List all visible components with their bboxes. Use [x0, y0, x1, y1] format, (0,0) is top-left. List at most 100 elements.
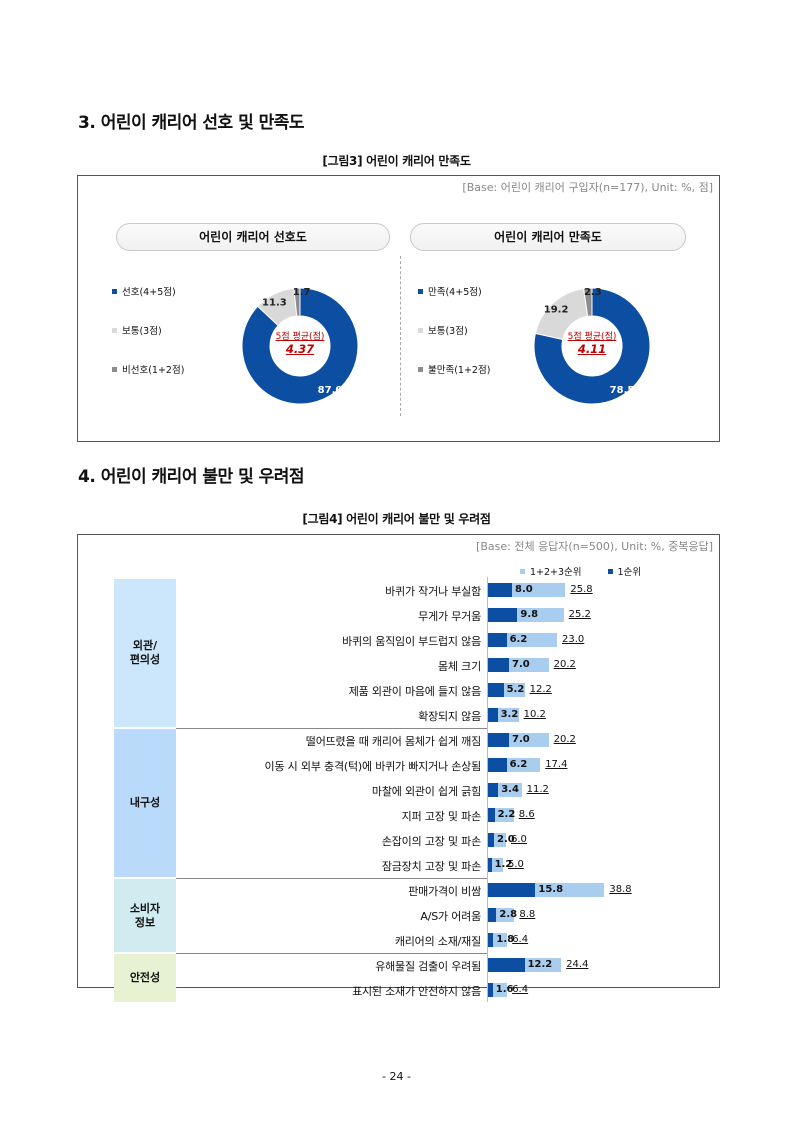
figure-4-caption: [그림4] 어린이 캐리어 불만 및 우려점 — [302, 512, 491, 526]
bar-row-label: 손잡이의 고장 및 파손 — [381, 835, 481, 848]
value-first: 1.6 — [495, 984, 514, 995]
value-first: 7.0 — [512, 734, 530, 745]
bar-row-label: 캐리어의 소재/재질 — [394, 935, 481, 948]
slice-value-label: 2.3 — [584, 287, 602, 298]
value-top3: 25.2 — [568, 609, 591, 620]
value-first: 2.0 — [497, 834, 515, 845]
bar-row-label: 지퍼 고장 및 파손 — [401, 810, 482, 823]
value-top3: 8.6 — [518, 809, 535, 820]
group-divider — [176, 878, 487, 879]
slice-value-label: 11.3 — [262, 298, 287, 309]
bar-row-label: 확장되지 않음 — [418, 710, 481, 723]
avg-value: 4.11 — [577, 342, 607, 356]
value-top3: 8.8 — [519, 909, 536, 920]
bar-top3 — [488, 858, 503, 872]
value-first: 15.8 — [538, 884, 564, 895]
panel-divider — [400, 256, 401, 416]
value-first: 12.2 — [527, 959, 553, 970]
legend-item: 만족(4+5점) — [418, 284, 482, 298]
donut-preference: 87.0 11.3 1.7 — [241, 287, 359, 404]
legend-swatch — [418, 288, 423, 294]
bar-first — [488, 833, 494, 847]
bar-first — [488, 933, 494, 947]
value-top3: 6.4 — [512, 934, 529, 945]
bar-first — [488, 708, 498, 722]
figure-3-caption: [그림3] 어린이 캐리어 만족도 — [322, 154, 471, 168]
legend-item: 보통(3점) — [112, 323, 162, 337]
bar-first — [488, 908, 497, 922]
category-block: 외관/ 편의성 — [114, 579, 176, 727]
bar-first — [488, 633, 507, 647]
slice-value-label: 1.7 — [293, 287, 311, 298]
bar-row-label: 무게가 무거움 — [418, 610, 481, 623]
avg-label: 5점 평균(점) — [275, 332, 325, 342]
legend-item: 1순위 — [607, 564, 642, 578]
slice-value-label: 19.2 — [544, 305, 569, 316]
value-top3: 5.0 — [508, 859, 524, 870]
value-top3: 20.2 — [553, 659, 576, 670]
value-top3: 23.0 — [562, 634, 585, 645]
value-top3: 25.8 — [570, 584, 593, 595]
legend-label: 선호(4+5점) — [122, 287, 176, 298]
legend-label: 비선호(1+2점) — [122, 365, 185, 376]
bar-first — [488, 683, 504, 697]
value-top3: 38.8 — [609, 884, 632, 895]
value-first: 9.8 — [520, 609, 539, 620]
value-top3: 24.4 — [566, 959, 589, 970]
value-first: 7.0 — [512, 659, 530, 670]
base-note: [Base: 전체 응답자(n=500), Unit: %, 중복응답] — [476, 540, 713, 553]
bar-row-label: 바퀴가 작거나 부실함 — [385, 585, 481, 598]
slice-value-label: 87.0 — [318, 385, 343, 396]
value-first: 2.8 — [499, 909, 518, 920]
value-first: 6.2 — [509, 634, 528, 645]
bar-first — [488, 733, 509, 747]
bar-first — [488, 783, 499, 797]
bar-axis — [487, 577, 488, 1002]
value-first: 3.4 — [501, 784, 519, 795]
bar-first — [488, 583, 512, 597]
bar-first — [488, 608, 518, 622]
group-divider — [176, 728, 487, 729]
legend-item: 선호(4+5점) — [112, 284, 176, 298]
bar-row-label: 유해물질 검출이 우려됨 — [375, 960, 481, 973]
legend-label: 1순위 — [617, 567, 642, 578]
pie-slice — [293, 287, 301, 317]
category-block: 안전성 — [114, 954, 176, 1002]
value-first: 5.2 — [506, 684, 525, 695]
legend-item: 1+2+3순위 — [520, 564, 582, 578]
avg-value: 4.37 — [285, 342, 315, 356]
pie-slice — [533, 287, 651, 404]
pie-title-satisfaction: 어린이 캐리어 만족도 — [410, 223, 686, 251]
value-first: 8.0 — [515, 584, 533, 595]
avg-label: 5점 평균(점) — [567, 332, 617, 342]
value-first: 6.2 — [509, 759, 528, 770]
bar-row-label: 떨어뜨렸을 때 캐리어 몸체가 쉽게 깨짐 — [305, 735, 481, 748]
figure-3-box: [Base: 어린이 캐리어 구입자(n=177), Unit: %, 점] 어… — [77, 175, 720, 442]
bar-row-label: 잠금장치 고장 및 파손 — [381, 860, 481, 873]
legend-item: 불만족(1+2점) — [418, 362, 490, 376]
bar-first — [488, 658, 509, 672]
category-block: 소비자 정보 — [114, 879, 176, 952]
legend-label: 보통(3점) — [428, 326, 468, 337]
bar-chart: 외관/ 편의성 내구성 소비자 정보 안전성 바퀴가 작거나 부실함 8.0 25.8 무게가… — [78, 535, 719, 1002]
bar-legend: 1+2+3순위 1순위 — [520, 564, 641, 578]
category-block: 내구성 — [114, 729, 176, 877]
value-top3: 20.2 — [553, 734, 576, 745]
slice-value-label: 78.5 — [610, 385, 635, 396]
bar-first — [488, 858, 492, 872]
legend-swatch — [112, 288, 117, 294]
bar-top3 — [488, 983, 508, 997]
group-divider — [176, 953, 487, 954]
bar-row-label: 표시된 소재가 안전하지 않음 — [352, 985, 481, 998]
value-top3: 12.2 — [529, 684, 552, 695]
value-top3: 6.0 — [511, 834, 527, 845]
value-first: 1.2 — [494, 859, 513, 870]
pie-slice — [241, 287, 359, 404]
value-top3: 17.4 — [545, 759, 568, 770]
bar-row-label: 몸체 크기 — [438, 660, 481, 673]
bar-first — [488, 808, 495, 822]
bar-first — [488, 958, 525, 972]
figure-4-box: [Base: 전체 응답자(n=500), Unit: %, 중복응답] 1+2… — [77, 534, 720, 1002]
value-first: 1.8 — [496, 934, 515, 945]
bar-row-label: 제품 외관이 마음에 들지 않음 — [348, 685, 481, 698]
